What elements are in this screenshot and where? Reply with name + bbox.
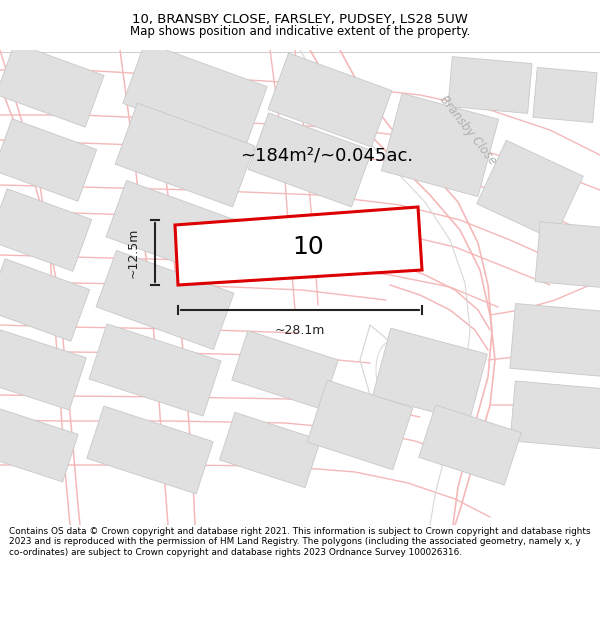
Text: ~12.5m: ~12.5m [127, 228, 139, 278]
Polygon shape [115, 103, 255, 207]
Polygon shape [0, 408, 78, 482]
Polygon shape [373, 328, 487, 422]
Text: Map shows position and indicative extent of the property.: Map shows position and indicative extent… [130, 24, 470, 38]
Polygon shape [419, 405, 521, 485]
Polygon shape [106, 181, 244, 279]
Polygon shape [175, 207, 422, 285]
Polygon shape [0, 43, 104, 127]
Polygon shape [87, 406, 213, 494]
Polygon shape [0, 189, 92, 271]
Text: ~28.1m: ~28.1m [275, 324, 325, 336]
Polygon shape [123, 42, 267, 148]
Polygon shape [0, 330, 86, 410]
Polygon shape [232, 331, 338, 409]
Polygon shape [89, 324, 221, 416]
Text: 10, BRANSBY CLOSE, FARSLEY, PUDSEY, LS28 5UW: 10, BRANSBY CLOSE, FARSLEY, PUDSEY, LS28… [132, 12, 468, 26]
Polygon shape [220, 412, 320, 488]
Polygon shape [533, 68, 597, 122]
Polygon shape [510, 381, 600, 449]
Polygon shape [96, 251, 234, 349]
Polygon shape [307, 380, 413, 470]
Polygon shape [268, 53, 392, 147]
Polygon shape [476, 141, 583, 239]
Polygon shape [510, 304, 600, 376]
Text: ~184m²/~0.045ac.: ~184m²/~0.045ac. [240, 146, 413, 164]
Polygon shape [535, 222, 600, 288]
Polygon shape [0, 259, 89, 341]
Polygon shape [248, 113, 372, 207]
Polygon shape [448, 57, 532, 113]
Text: Bransby Close: Bransby Close [437, 93, 499, 167]
Text: 10: 10 [292, 235, 324, 259]
Polygon shape [0, 119, 97, 201]
Text: Contains OS data © Crown copyright and database right 2021. This information is : Contains OS data © Crown copyright and d… [9, 527, 590, 557]
Polygon shape [382, 93, 499, 197]
